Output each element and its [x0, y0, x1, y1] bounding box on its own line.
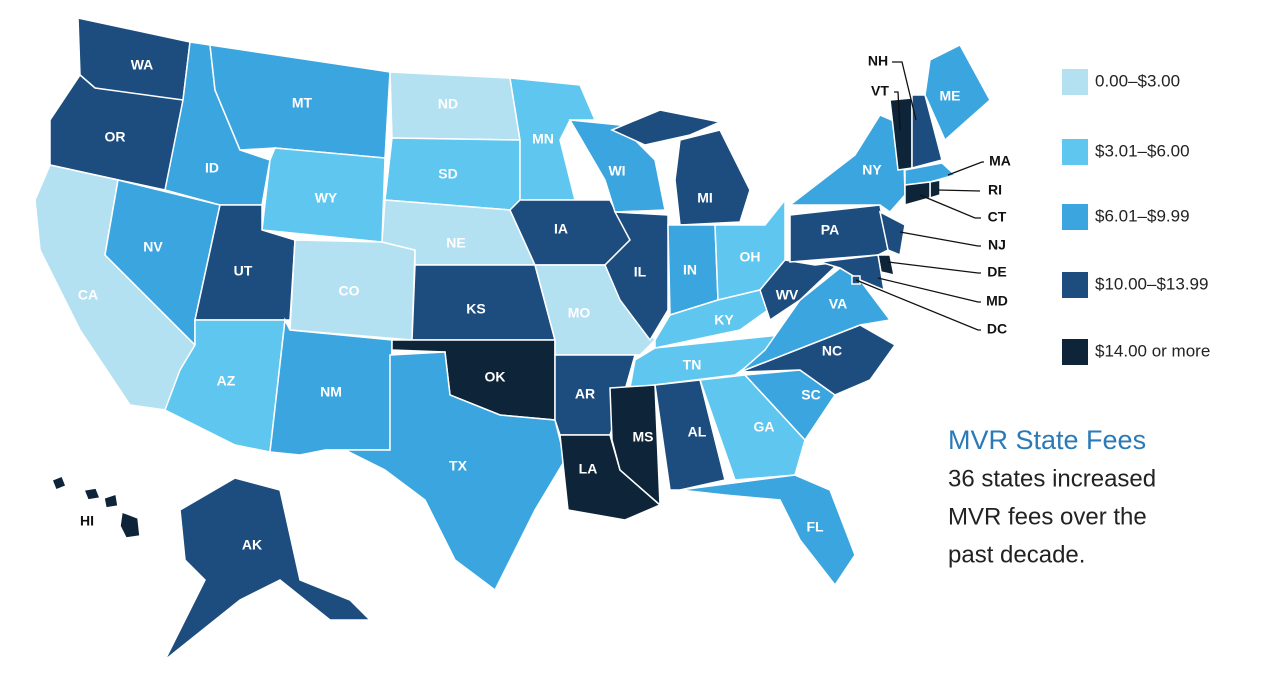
- leader-line: [899, 231, 981, 247]
- state-label: CO: [339, 283, 360, 299]
- state-label: AK: [242, 537, 262, 553]
- state-label: NC: [822, 343, 842, 359]
- legend-swatch: [1062, 272, 1088, 298]
- state-shape: [787, 114, 906, 213]
- state-label: TX: [449, 458, 468, 474]
- state-label: WI: [608, 163, 625, 179]
- state-shape: [904, 162, 957, 186]
- state-shape: [911, 94, 943, 169]
- state-label: MA: [989, 153, 1011, 169]
- state-shape: [568, 119, 666, 213]
- leader-line: [887, 261, 981, 274]
- state-shape: [103, 493, 119, 509]
- state-shape: [325, 351, 566, 592]
- state-label: DC: [987, 321, 1007, 337]
- state-label: MO: [568, 305, 591, 321]
- legend-swatch: [1062, 69, 1088, 95]
- leader-line: [892, 61, 917, 121]
- legend-label: 0.00–$3.00: [1095, 71, 1180, 90]
- legend-label: $6.01–$9.99: [1095, 206, 1190, 225]
- state-label: SD: [438, 166, 457, 182]
- state-shape: [654, 379, 726, 491]
- state-label: AZ: [217, 373, 236, 389]
- state-shape: [819, 254, 885, 292]
- leader-line: [947, 161, 984, 176]
- state-label: VT: [871, 83, 889, 99]
- state-label: OK: [485, 369, 506, 385]
- state-label: MN: [532, 131, 554, 147]
- state-shape: [509, 77, 597, 201]
- state-label: IL: [634, 264, 647, 280]
- leader-line: [894, 91, 901, 131]
- state-label: MI: [697, 190, 713, 206]
- state-label: WY: [315, 190, 338, 206]
- state-label: NJ: [988, 237, 1006, 253]
- state-label: NY: [862, 162, 882, 178]
- map-title: MVR State Fees: [948, 425, 1146, 455]
- state-label: CA: [78, 287, 98, 303]
- state-label: LA: [579, 461, 598, 477]
- state-label: SC: [801, 387, 820, 403]
- state-label: AL: [688, 424, 707, 440]
- state-label: ND: [438, 96, 458, 112]
- legend-swatch: [1062, 204, 1088, 230]
- state-label: KS: [466, 301, 485, 317]
- state-label: IA: [554, 221, 568, 237]
- state-label: KY: [714, 312, 734, 328]
- legend-label: $10.00–$13.99: [1095, 274, 1208, 293]
- state-shape: [924, 44, 991, 142]
- state-shape: [929, 179, 941, 200]
- subtitle-line: MVR fees over the: [948, 503, 1147, 530]
- state-shape: [904, 181, 931, 206]
- state-label: GA: [754, 419, 775, 435]
- state-label: NE: [446, 235, 465, 251]
- state-label: ID: [205, 160, 219, 176]
- state-shape: [679, 474, 856, 587]
- state-label: DE: [987, 264, 1006, 280]
- leader-line: [919, 194, 981, 219]
- state-shape: [789, 204, 889, 263]
- state-label: HI: [80, 513, 94, 529]
- state-label: FL: [806, 519, 824, 535]
- legend-label: $3.01–$6.00: [1095, 141, 1190, 160]
- state-shape: [698, 374, 806, 481]
- legend-swatch: [1062, 339, 1088, 365]
- state-label: AR: [575, 386, 595, 402]
- state-label: PA: [821, 222, 839, 238]
- subtitle-line: past decade.: [948, 541, 1085, 568]
- state-label: IN: [683, 262, 697, 278]
- state-label: MD: [986, 293, 1008, 309]
- state-label: UT: [234, 263, 253, 279]
- state-shape: [610, 109, 723, 146]
- state-label: MS: [633, 429, 654, 445]
- state-label: RI: [988, 182, 1002, 198]
- subtitle-line: 36 states increased: [948, 465, 1156, 492]
- state-label: MT: [292, 95, 313, 111]
- state-label: OR: [105, 129, 126, 145]
- legend-label: $14.00 or more: [1095, 341, 1210, 360]
- state-label: CT: [988, 209, 1007, 225]
- state-label: NH: [868, 53, 888, 69]
- leader-line: [937, 189, 981, 192]
- state-shape: [261, 147, 386, 243]
- leader-line: [855, 279, 981, 331]
- state-shape: [119, 510, 141, 539]
- state-label: NM: [320, 384, 342, 400]
- state-shape: [51, 475, 67, 491]
- state-shape: [674, 129, 751, 226]
- state-shape: [164, 477, 372, 661]
- state-label: TN: [683, 357, 702, 373]
- state-label: OH: [740, 249, 761, 265]
- legend-swatch: [1062, 139, 1088, 165]
- state-shape: [82, 487, 102, 501]
- state-label: ME: [940, 88, 961, 104]
- state-label: WA: [131, 57, 154, 73]
- state-shape: [878, 210, 906, 257]
- state-label: VA: [829, 296, 847, 312]
- state-label: WV: [776, 287, 799, 303]
- state-shape: [609, 384, 661, 507]
- leader-line: [877, 277, 981, 303]
- state-label: NV: [143, 239, 163, 255]
